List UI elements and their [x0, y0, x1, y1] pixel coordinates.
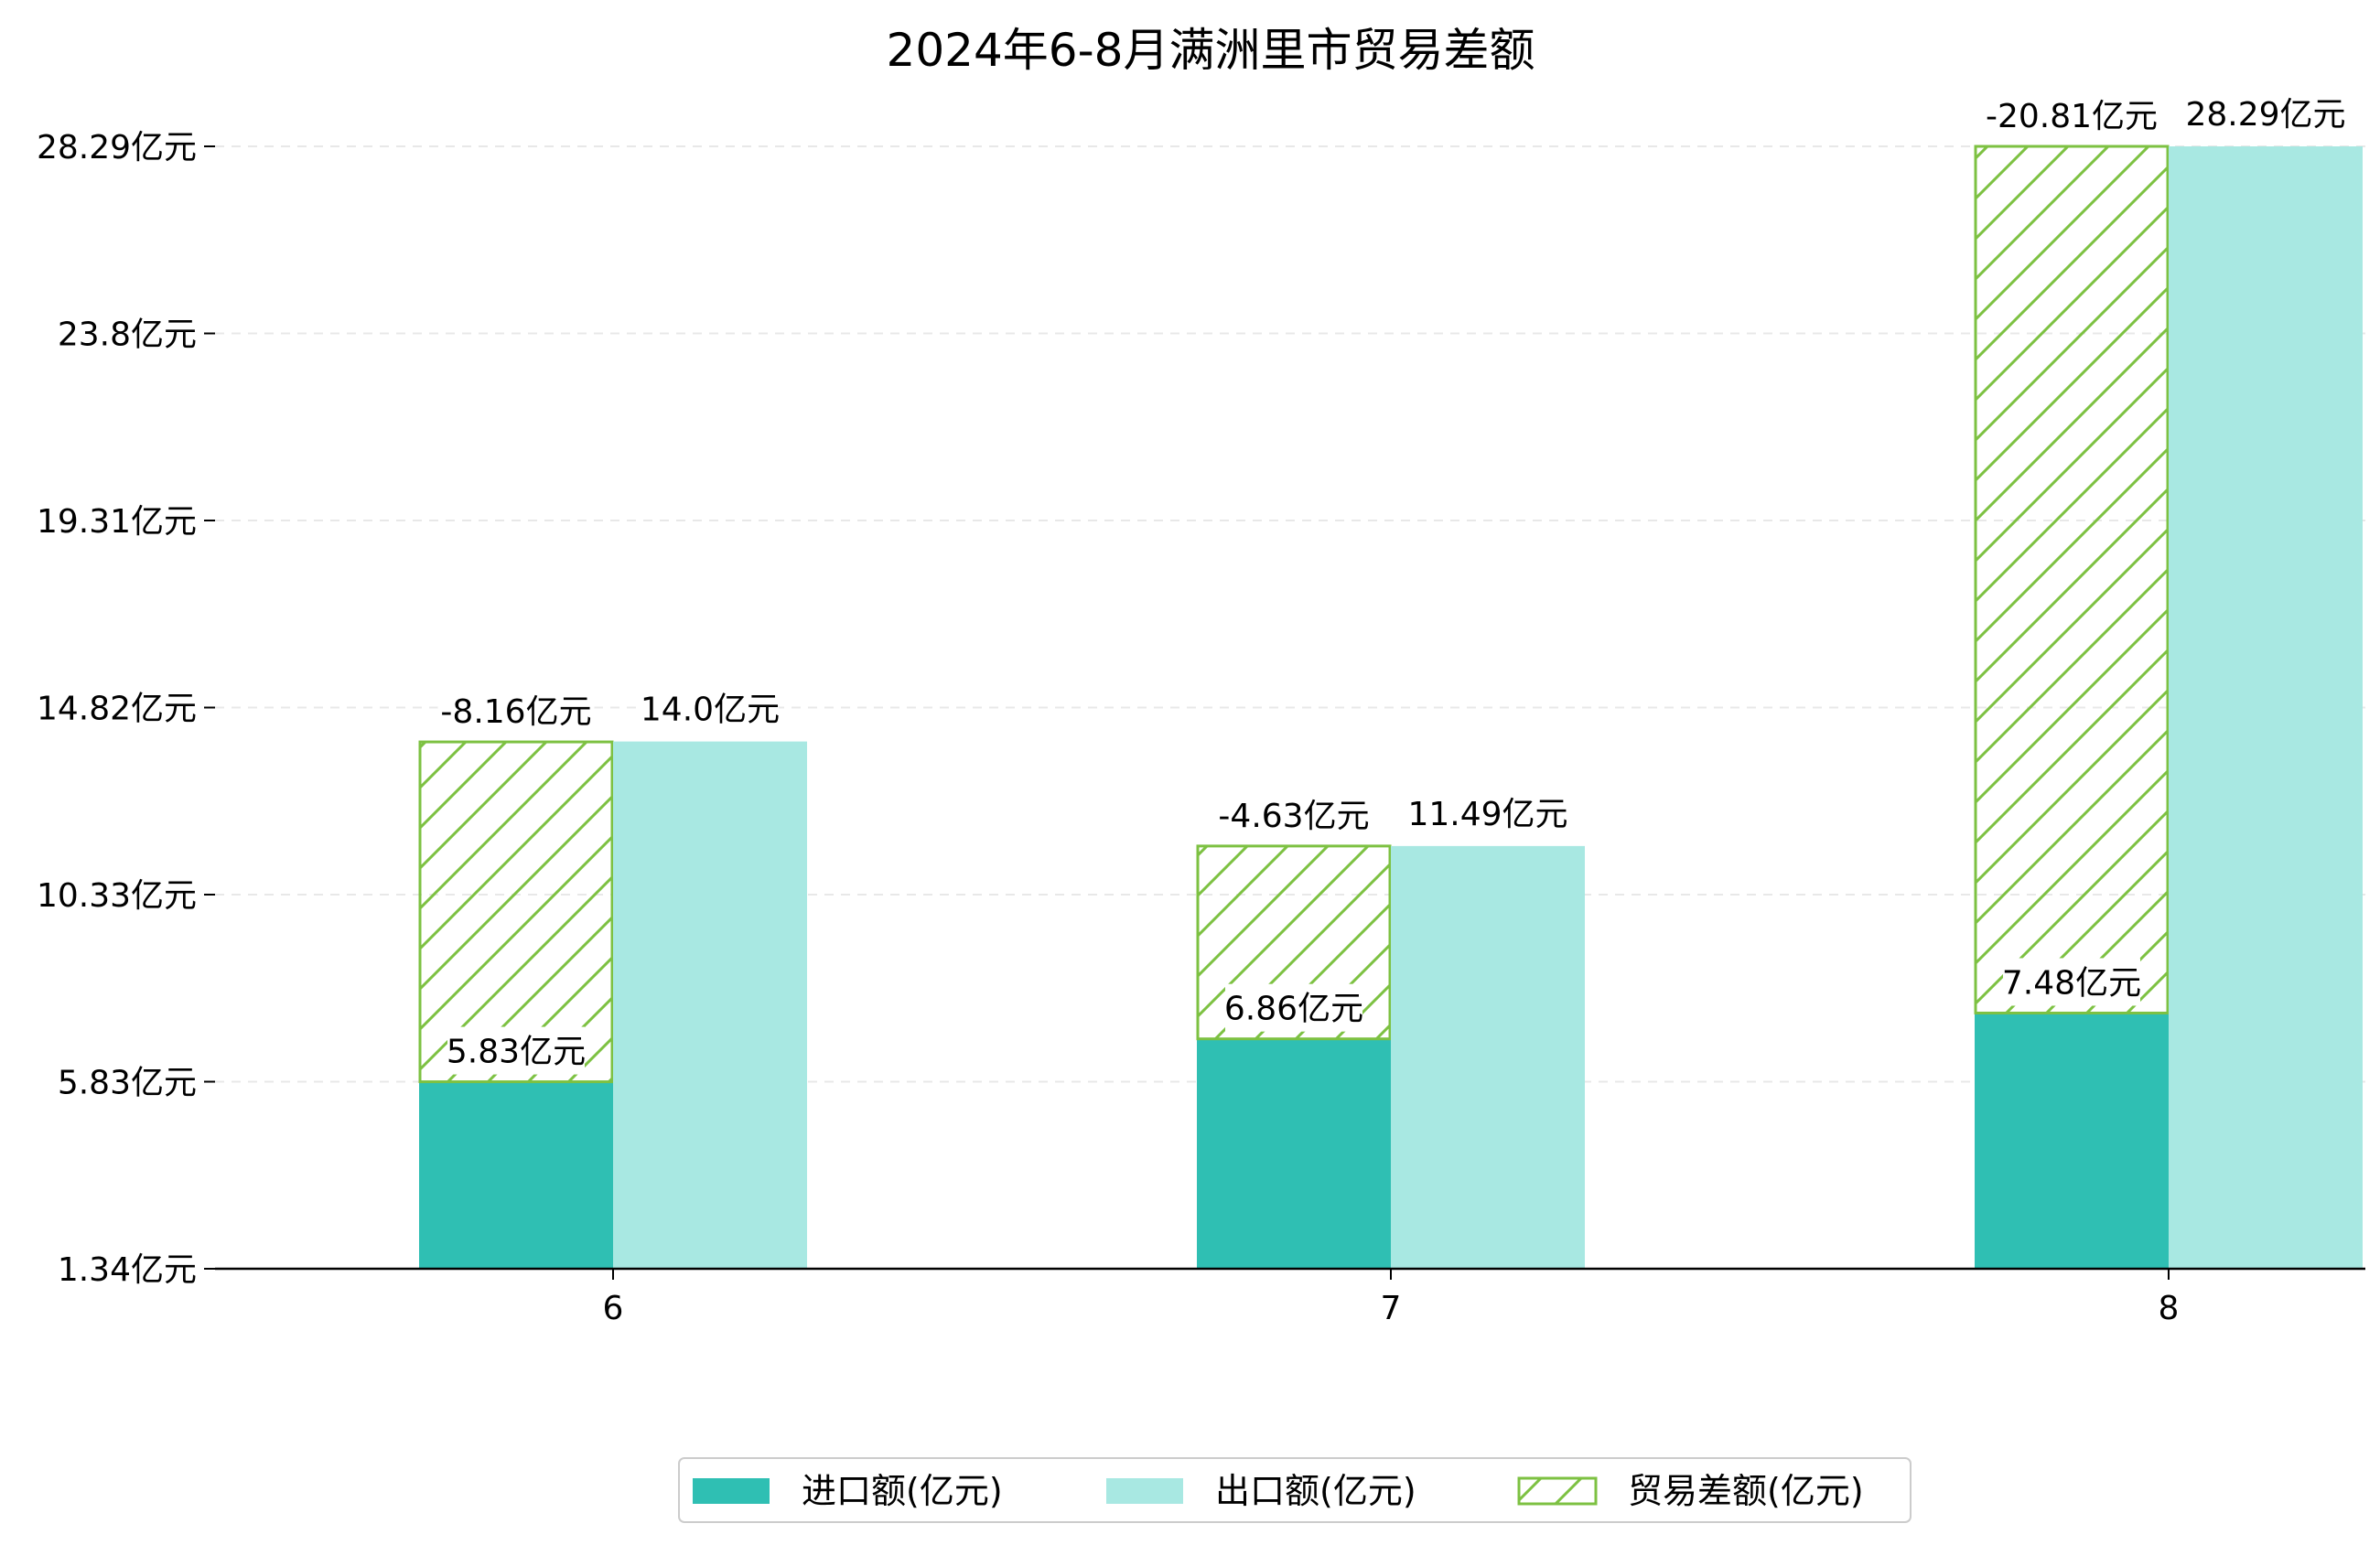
data-label-background [1225, 983, 1362, 1032]
data-label: 6.86亿元 [1224, 991, 1363, 1028]
bar-import [419, 1081, 613, 1269]
legend-label: 贸易差额(亿元) [1628, 1471, 1864, 1511]
data-label: 7.48亿元 [2002, 964, 2141, 1002]
data-label: -20.81亿元 [1986, 98, 2158, 135]
bar-import [1197, 1038, 1391, 1269]
data-label: 14.0亿元 [641, 692, 780, 729]
chart-title: 2024年6-8月满洲里市贸易差额 [887, 24, 1535, 77]
data-label: -4.63亿元 [1218, 798, 1369, 835]
legend-swatch [693, 1478, 770, 1504]
y-tick-label: 28.29亿元 [37, 129, 197, 166]
y-tick-label: 19.31亿元 [37, 503, 197, 541]
data-label-background [2187, 90, 2344, 137]
x-tick-label: 8 [2159, 1290, 2180, 1327]
data-label-background [1409, 789, 1567, 837]
data-label-background [1215, 790, 1373, 839]
data-label-background [1984, 91, 2159, 139]
data-label-background [447, 1026, 585, 1075]
bar-trade-balance [418, 740, 614, 1084]
data-label: 5.83亿元 [447, 1034, 586, 1071]
x-tick-label: 7 [1381, 1290, 1402, 1327]
bar-export [2169, 146, 2363, 1269]
bars [418, 145, 2363, 1269]
axes: 1.34亿元 5.83亿元 10.33亿元 14.82亿元 19.31亿元 23.8亿元 2… [37, 129, 2365, 1327]
bar-export [613, 741, 807, 1269]
y-tick-label: 1.34亿元 [58, 1251, 197, 1289]
legend-swatch [1517, 1476, 1598, 1506]
legend-swatch [1106, 1478, 1183, 1504]
legend-box [678, 1457, 1912, 1523]
data-label-background [2003, 958, 2140, 1006]
data-label: -8.16亿元 [440, 693, 591, 731]
legend: 进口额(亿元) 出口额(亿元) 贸易差额(亿元) [678, 1457, 1912, 1523]
legend-label: 出口额(亿元) [1215, 1471, 1416, 1511]
data-label-background [641, 684, 779, 733]
y-tick-label: 14.82亿元 [37, 691, 197, 728]
data-label: 11.49亿元 [1407, 796, 1567, 833]
data-labels: 5.83亿元 -8.16亿元 14.0亿元 6.86亿元 -4.63亿元 11.49亿元 7… [437, 90, 2346, 1075]
bar-export [1391, 845, 1585, 1269]
x-tick-label: 6 [603, 1290, 624, 1327]
y-tick-label: 5.83亿元 [58, 1065, 197, 1102]
data-label: 28.29亿元 [2185, 96, 2345, 134]
y-tick-label: 23.8亿元 [58, 317, 197, 354]
bar-import [1975, 1013, 2169, 1269]
bar-trade-balance [1974, 145, 2170, 1014]
y-tick-label: 10.33亿元 [37, 877, 197, 915]
data-label-background [437, 687, 595, 735]
legend-label: 进口额(亿元) [802, 1471, 1003, 1511]
